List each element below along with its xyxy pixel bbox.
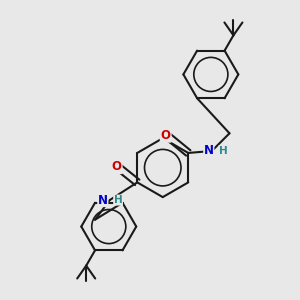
Text: H: H — [219, 146, 227, 156]
Text: O: O — [112, 160, 122, 173]
Text: H: H — [114, 195, 122, 205]
Text: O: O — [161, 129, 171, 142]
Text: N: N — [98, 194, 108, 207]
Text: N: N — [204, 145, 214, 158]
